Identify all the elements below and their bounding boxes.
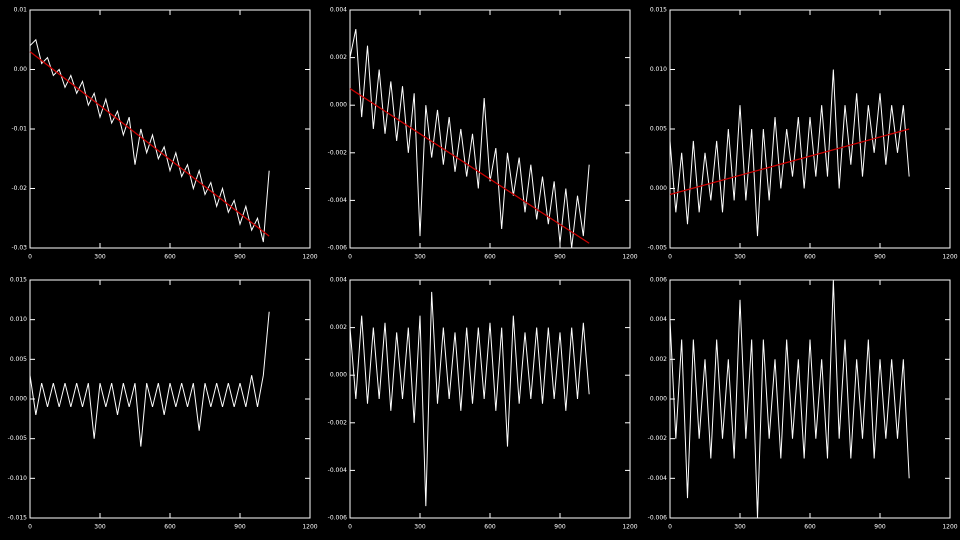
y-tick-label: -0.010 [8,475,28,482]
fit-line [669,128,910,196]
y-tick-label: 0.000 [330,102,347,109]
y-tick-label: 0.004 [330,7,347,14]
y-tick-label: 0.010 [650,66,667,73]
y-tick-label: 0.002 [330,324,347,331]
y-tick-label: -0.01 [11,126,27,133]
x-tick-label: 300 [414,524,426,531]
x-tick-label: 1200 [302,254,317,261]
x-tick-label: 900 [234,524,246,531]
x-tick-label: 1200 [302,524,317,531]
y-tick-label: -0.005 [8,435,28,442]
data-line [29,311,270,447]
data-line [349,291,590,507]
x-tick-label: 900 [874,524,886,531]
x-tick-label: 1200 [622,254,637,261]
data-line [669,279,910,519]
plot-frame [349,9,631,249]
x-tick-label: 600 [804,524,816,531]
x-tick-label: 300 [734,254,746,261]
x-tick-label: 0 [28,254,32,261]
y-tick-label: 0.015 [10,277,27,284]
x-tick-label: 1200 [622,524,637,531]
y-tick-label: 0.000 [10,396,27,403]
data-line [29,38,270,243]
x-tick-label: 1200 [942,524,957,531]
x-tick-label: 900 [554,254,566,261]
y-tick-label: 0.015 [650,7,667,14]
x-tick-label: 0 [348,254,352,261]
y-tick-label: 0.010 [10,316,27,323]
x-tick-label: 0 [28,524,32,531]
y-tick-label: 0.002 [650,356,667,363]
x-tick-label: 300 [94,524,106,531]
y-tick-label: 0.000 [650,396,667,403]
x-tick-label: 0 [668,524,672,531]
x-tick-label: 600 [484,254,496,261]
y-tick-label: -0.03 [11,245,27,252]
plot-frame [29,9,311,249]
y-tick-label: -0.002 [328,419,348,426]
y-tick-label: 0.005 [10,356,27,363]
data-line [669,69,910,237]
y-tick-label: 0.002 [330,54,347,61]
y-tick-label: -0.004 [328,197,348,204]
plot-frame [29,279,311,519]
y-tick-label: -0.004 [328,467,348,474]
y-tick-label: -0.005 [648,245,668,252]
y-tick-label: -0.015 [8,515,28,522]
data-line [349,28,590,249]
x-tick-label: 0 [668,254,672,261]
y-tick-label: -0.002 [328,149,348,156]
y-tick-label: -0.004 [648,475,668,482]
y-tick-label: 0.004 [330,277,347,284]
x-tick-label: 600 [804,254,816,261]
fit-line [29,51,270,237]
y-tick-label: 0.00 [14,66,28,73]
x-tick-label: 300 [414,254,426,261]
y-tick-label: -0.006 [328,245,348,252]
x-tick-label: 0 [348,524,352,531]
x-tick-label: 600 [164,524,176,531]
y-tick-label: 0.006 [650,277,667,284]
y-tick-label: 0.000 [650,185,667,192]
y-tick-label: 0.005 [650,126,667,133]
x-tick-label: 300 [734,524,746,531]
y-tick-label: 0.01 [14,7,28,14]
fit-line [349,87,590,244]
plot-frame [669,279,951,519]
y-tick-label: 0.000 [330,372,347,379]
x-tick-label: 900 [874,254,886,261]
x-tick-label: 900 [554,524,566,531]
y-tick-label: -0.006 [648,515,668,522]
y-tick-label: -0.006 [328,515,348,522]
x-tick-label: 300 [94,254,106,261]
y-tick-label: 0.004 [650,316,667,323]
x-tick-label: 600 [164,254,176,261]
y-tick-label: -0.002 [648,435,668,442]
y-tick-label: -0.02 [11,185,27,192]
x-tick-label: 600 [484,524,496,531]
x-tick-label: 900 [234,254,246,261]
x-tick-label: 1200 [942,254,957,261]
